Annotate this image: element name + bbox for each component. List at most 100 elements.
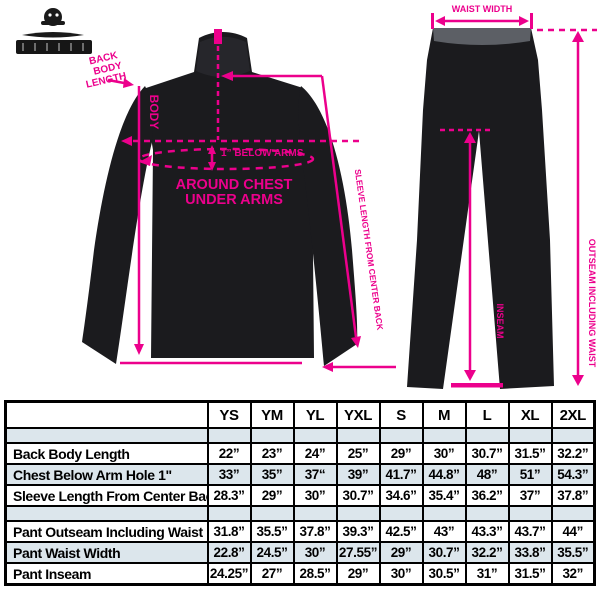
- below-arms-label: 1” BELOW ARMS: [221, 148, 304, 159]
- cuff-arrowhead: [322, 362, 333, 372]
- measurement-value: 32.2”: [464, 541, 510, 564]
- measurement-value: [249, 427, 295, 444]
- measurement-value: 29”: [378, 541, 424, 564]
- measurement-value: 23”: [249, 442, 295, 465]
- measurement-value: 36.2”: [464, 484, 510, 507]
- measurement-label: [4, 427, 209, 444]
- measurement-value: 30.7”: [464, 442, 510, 465]
- back-note-arrowhead: [123, 78, 134, 88]
- pants-graphic: [407, 28, 554, 389]
- measurement-row: Pant Inseam 24.25” 27” 28.5” 29” 30” 30.5” 31” 3…: [4, 562, 596, 586]
- around-chest-label-2: UNDER ARMS: [185, 192, 283, 208]
- size-column-header: XL: [507, 400, 553, 429]
- measurement-value: [292, 427, 338, 444]
- measurement-value: [507, 427, 553, 444]
- measurement-value: 30.7”: [335, 484, 381, 507]
- measurement-value: 31.5”: [507, 562, 553, 586]
- measurement-value: [335, 505, 381, 522]
- size-header-row: YS YM YL YXL S M L XL 2XL: [4, 400, 596, 429]
- measurement-value: 37”: [507, 484, 553, 507]
- jacket-annotations: [107, 29, 396, 372]
- measurement-value: 32”: [550, 562, 596, 586]
- measurement-value: 31”: [464, 562, 510, 586]
- measurement-label: Pant Waist Width: [4, 541, 209, 564]
- back-note-label: BACK BODY LENGTH: [85, 50, 128, 91]
- size-column-header: YL: [292, 400, 338, 429]
- measurement-value: 30”: [378, 562, 424, 586]
- measurement-value: 24.25”: [206, 562, 252, 586]
- outseam-label: OUTSEAM INCLUDING WAIST: [587, 239, 597, 368]
- measurement-label: Pant Outseam Including Waist: [4, 520, 209, 543]
- measurement-value: 30”: [292, 484, 338, 507]
- sleeve-length-arrowhead: [351, 336, 361, 348]
- measurement-value: 44”: [550, 520, 596, 543]
- measurement-value: [464, 505, 510, 522]
- measurement-value: 22.8”: [206, 541, 252, 564]
- measurement-value: 24”: [292, 442, 338, 465]
- measurement-value: [335, 427, 381, 444]
- body-length-arrowhead: [134, 344, 144, 355]
- measurement-value: 35.5”: [550, 541, 596, 564]
- measurement-label: [4, 505, 209, 522]
- size-column-header: YS: [206, 400, 252, 429]
- header-empty-cell: [4, 400, 209, 429]
- chest-line-arrowhead: [121, 136, 132, 146]
- measurement-value: 34.6”: [378, 484, 424, 507]
- measurement-value: 22”: [206, 442, 252, 465]
- measurement-label: Chest Below Arm Hole 1": [4, 463, 209, 486]
- waist-width-label: WAIST WIDTH: [452, 4, 513, 14]
- size-column-header: S: [378, 400, 424, 429]
- measurement-value: [206, 505, 252, 522]
- measurement-value: 30”: [421, 442, 467, 465]
- measurement-value: [421, 505, 467, 522]
- size-column-header: YXL: [335, 400, 381, 429]
- measurement-value: 32.2”: [550, 442, 596, 465]
- measurement-label: Back Body Length: [4, 442, 209, 465]
- pants-waistband: [433, 28, 531, 45]
- measurement-row: Back Body Length 22” 23” 24” 25” 29” 30” 30.7” 3…: [4, 442, 596, 465]
- measurement-label: Pant Inseam: [4, 562, 209, 586]
- measurement-value: 48”: [464, 463, 510, 486]
- measurement-value: 33”: [206, 463, 252, 486]
- measurement-label: Sleeve Length From Center Back: [4, 484, 209, 507]
- size-column-header: YM: [249, 400, 295, 429]
- measurement-value: 29”: [378, 442, 424, 465]
- measurement-value: 25”: [335, 442, 381, 465]
- measurement-value: [550, 427, 596, 444]
- measurement-value: [378, 427, 424, 444]
- measurement-value: [421, 427, 467, 444]
- measurement-value: 37“: [292, 463, 338, 486]
- measurement-value: [507, 505, 553, 522]
- mascot-icon: [41, 8, 65, 26]
- measurement-value: [206, 427, 252, 444]
- spacer-row: [4, 427, 596, 444]
- measurement-value: 37.8”: [292, 520, 338, 543]
- measurement-value: 44.8”: [421, 463, 467, 486]
- size-column-header: L: [464, 400, 510, 429]
- measurement-row: Sleeve Length From Center Back 28.3” 29” 30…: [4, 484, 596, 507]
- brand-logo: [16, 8, 92, 54]
- measurement-value: 35.4”: [421, 484, 467, 507]
- around-chest-label-1: AROUND CHEST: [176, 177, 293, 193]
- measurement-value: [249, 505, 295, 522]
- body-line-label: BODY: [147, 95, 161, 130]
- measurement-value: 31.5”: [507, 442, 553, 465]
- measurement-value: [292, 505, 338, 522]
- measurement-value: 29”: [335, 562, 381, 586]
- measurement-value: 27”: [249, 562, 295, 586]
- back-note-arrow-line: [107, 78, 125, 85]
- chest-ellipse: [137, 147, 315, 171]
- measurement-value: 27.55”: [335, 541, 381, 564]
- measurement-value: 43.3”: [464, 520, 510, 543]
- inseam-end-bar: [451, 383, 503, 388]
- measurement-value: 37.8”: [550, 484, 596, 507]
- measurement-diagram: BACK BODY LENGTH BODY 1” BELOW ARMS AROU…: [16, 4, 597, 389]
- pants-annotations: [431, 13, 597, 388]
- sleeve-diagonal-label: SLEEVE LENGTH FROM CENTER BACK: [353, 168, 386, 331]
- measurement-row: Chest Below Arm Hole 1" 33” 35” 37“ 39” 41.7”…: [4, 463, 596, 486]
- measurement-value: 43”: [421, 520, 467, 543]
- measurement-value: 24.5”: [249, 541, 295, 564]
- logo-swoosh: [22, 32, 84, 38]
- measurement-value: 41.7”: [378, 463, 424, 486]
